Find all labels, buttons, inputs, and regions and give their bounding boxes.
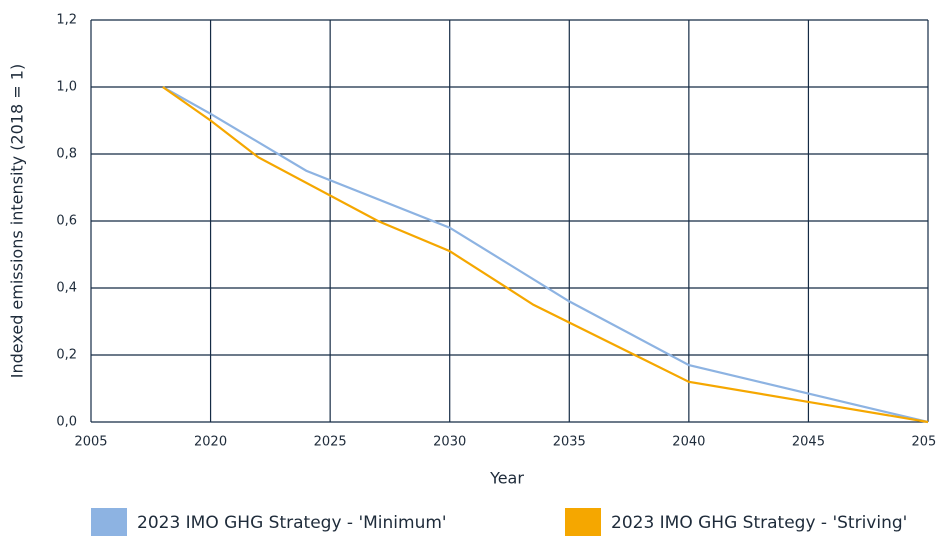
legend-swatch [91, 508, 127, 536]
x-tick-label: 2050 [911, 435, 937, 450]
y-tick-label: 0,8 [56, 147, 77, 162]
y-tick-label: 0,2 [56, 348, 77, 363]
x-tick-label: 2020 [194, 435, 227, 450]
series-line [162, 86, 929, 424]
x-tick-label: 2035 [553, 435, 586, 450]
y-tick-label: 1,2 [56, 13, 77, 28]
y-axis-label: Indexed emissions intensity (2018 = 1) [8, 64, 27, 378]
series-line [162, 86, 929, 424]
y-tick-label: 0,0 [56, 415, 77, 430]
x-axis-label: Year [489, 469, 524, 488]
x-tick-label: 2040 [672, 435, 705, 450]
y-tick-label: 0,6 [56, 214, 77, 229]
x-tick-label: 2005 [74, 435, 107, 450]
legend-label: 2023 IMO GHG Strategy - 'Minimum' [137, 513, 447, 533]
legend-swatch [565, 508, 601, 536]
legend-label: 2023 IMO GHG Strategy - 'Striving' [611, 513, 907, 533]
y-tick-label: 1,0 [56, 80, 77, 95]
x-tick-label: 2030 [433, 435, 466, 450]
x-tick-label: 2025 [314, 435, 347, 450]
x-tick-label: 2045 [792, 435, 825, 450]
y-tick-label: 0,4 [56, 281, 77, 296]
